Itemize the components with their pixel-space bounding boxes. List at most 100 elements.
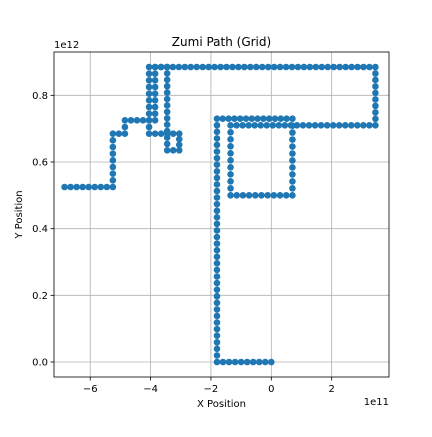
path-point [213, 200, 221, 208]
path-point [245, 192, 253, 199]
path-point [133, 117, 141, 124]
path-point [213, 299, 221, 307]
path-point [109, 130, 117, 137]
path-point [372, 122, 379, 129]
path-point [366, 122, 373, 129]
path-point [213, 319, 221, 326]
path-point [175, 147, 183, 154]
path-point [213, 128, 221, 136]
x-axis-label: X Position [197, 399, 246, 410]
path-point [213, 214, 221, 221]
path-point [233, 122, 240, 129]
path-point [354, 122, 361, 129]
path-point [211, 63, 218, 71]
path-point [229, 63, 236, 71]
path-point [335, 122, 343, 129]
path-point [268, 358, 275, 366]
path-point [237, 358, 245, 366]
path-point [227, 164, 234, 171]
path-point [254, 115, 261, 122]
path-point [294, 63, 302, 71]
path-point [213, 181, 221, 188]
path-point [151, 63, 159, 71]
path-point [213, 253, 221, 261]
path-point [213, 148, 221, 155]
path-point [289, 157, 296, 164]
path-point [175, 130, 183, 137]
path-point [213, 345, 221, 353]
path-point [213, 306, 221, 313]
path-point [163, 140, 171, 148]
path-point [151, 110, 159, 117]
path-point [372, 70, 379, 77]
path-point [213, 141, 221, 149]
path-point [264, 192, 271, 199]
path-point [213, 135, 221, 142]
y-tick-label: 0.6 [32, 158, 48, 169]
path-point [157, 63, 165, 71]
path-point [109, 157, 117, 164]
path-point [255, 358, 263, 366]
path-point [213, 292, 221, 300]
path-point [151, 90, 159, 97]
path-point [213, 358, 221, 366]
axis-ticks: −6 −4 −2 0 2 0.0 0.2 0.4 0.6 0.8 [32, 91, 335, 395]
path-point [85, 183, 93, 191]
path-point [260, 115, 267, 122]
x-tick-label: −2 [204, 384, 219, 395]
path-point [145, 77, 153, 84]
path-point [318, 63, 326, 71]
y-tick-label: 0.0 [32, 358, 48, 369]
path-point [270, 192, 278, 199]
path-point [271, 115, 279, 122]
path-point [289, 150, 296, 157]
x-tick-label: −4 [143, 384, 158, 395]
path-point [366, 63, 373, 71]
path-point [248, 115, 256, 122]
path-point [306, 63, 314, 71]
path-point [73, 183, 80, 191]
path-point [213, 227, 221, 234]
path-point [289, 164, 296, 171]
path-point [163, 63, 171, 71]
path-point [372, 102, 379, 110]
x-tick-label: 2 [328, 384, 334, 395]
path-point [163, 70, 171, 77]
path-point [213, 312, 221, 320]
path-point [231, 115, 238, 122]
path-point [227, 150, 234, 157]
path-point [372, 83, 379, 90]
path-point [282, 192, 290, 199]
path-point [227, 185, 234, 192]
path-point [347, 122, 355, 129]
path-point [227, 171, 234, 178]
path-point [227, 178, 234, 185]
path-point [341, 122, 349, 129]
path-point [103, 183, 111, 191]
path-point [372, 63, 379, 71]
path-point [213, 260, 221, 267]
path-point [213, 161, 221, 168]
path-point [293, 122, 301, 129]
path-point [145, 123, 153, 131]
path-point [242, 115, 250, 122]
path-point [225, 115, 232, 122]
path-point [109, 163, 117, 171]
path-point [213, 332, 221, 339]
path-point [342, 63, 349, 71]
path-point [258, 192, 265, 199]
path-point [163, 108, 171, 116]
path-point [348, 63, 355, 71]
path-point [97, 183, 105, 191]
path-point [305, 122, 313, 129]
path-point [219, 358, 227, 366]
path-point [289, 143, 296, 150]
path-point [354, 63, 361, 71]
path-point [109, 183, 117, 191]
path-point [277, 115, 285, 122]
path-point [109, 170, 117, 177]
path-point [151, 97, 159, 104]
path-point [227, 136, 234, 143]
path-point [372, 89, 379, 97]
path-point [213, 194, 221, 201]
